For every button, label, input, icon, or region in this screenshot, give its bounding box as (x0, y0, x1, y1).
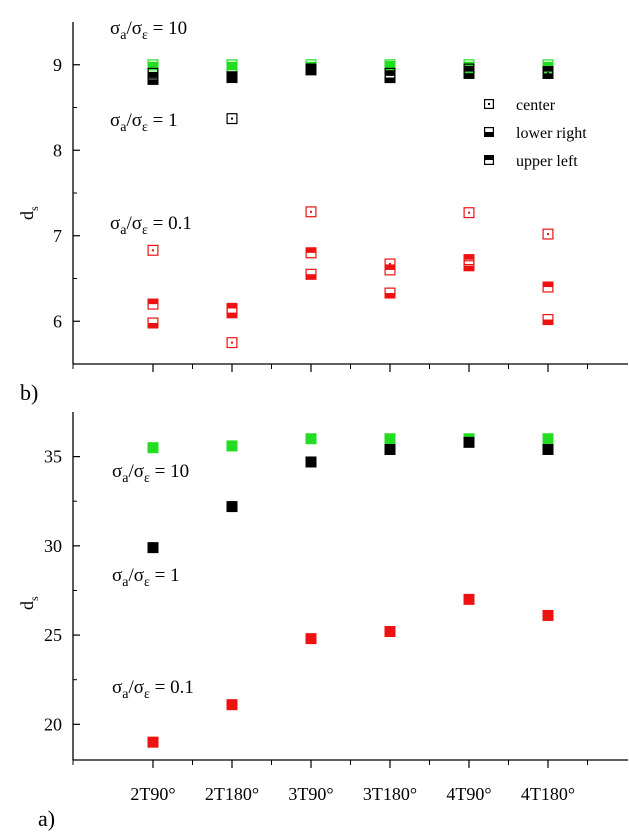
data-point (305, 633, 317, 645)
x-tick-label: 2T90° (130, 784, 175, 804)
panel-b-letter: b) (20, 380, 38, 405)
data-point (463, 66, 475, 78)
data-point (147, 244, 159, 256)
data-point (305, 268, 317, 280)
data-point (463, 593, 475, 605)
x-tick-label: 3T90° (288, 784, 333, 804)
y-tick-label: 30 (44, 536, 62, 556)
legend-label: lower right (516, 125, 587, 142)
data-point (147, 442, 159, 454)
data-point (147, 317, 159, 329)
data-point (305, 247, 317, 259)
group-label: σa/σε = 1 (112, 565, 180, 590)
panel-b-annotations: σa/σε = 10 σa/σε = 1 σa/σε = 0.1 (110, 18, 192, 238)
y-tick-label: 35 (44, 447, 62, 467)
panel-b-y-axis-title: ds (17, 206, 41, 220)
data-point (226, 113, 238, 125)
y-tick-label: 8 (53, 140, 62, 160)
data-point (226, 440, 238, 452)
legend-marker (484, 98, 495, 109)
legend-marker (484, 126, 495, 137)
data-point (542, 433, 554, 445)
data-point (147, 61, 159, 73)
data-point (226, 61, 238, 73)
x-tick-label: 2T180° (205, 784, 259, 804)
data-point (384, 264, 396, 276)
legend-marker (484, 155, 495, 166)
x-tick-label: 4T180° (521, 784, 575, 804)
legend-label: upper left (516, 153, 578, 170)
data-point (226, 302, 238, 314)
data-point (305, 456, 317, 468)
data-point (226, 699, 238, 711)
group-label: σa/σε = 10 (110, 18, 187, 43)
y-tick-label: 20 (44, 714, 62, 734)
group-label: σa/σε = 0.1 (110, 213, 192, 238)
panel-a-points (147, 433, 554, 748)
group-label: σa/σε = 1 (110, 110, 178, 135)
x-tick-labels: 2T90° 2T180° 3T90° 3T180° 4T90° 4T180° (130, 784, 575, 804)
x-tick-label: 4T90° (446, 784, 491, 804)
panel-b-points (147, 59, 554, 349)
y-tick-label: 9 (53, 55, 62, 75)
panel-b-ticks: 6 7 8 9 (53, 55, 588, 372)
data-point (147, 542, 159, 554)
panel-b: 6 7 8 9 σa/σε = 10 σa/σε = 1 σa/σε = 0.1 cent… (17, 18, 628, 405)
data-point (542, 314, 554, 326)
group-label: σa/σε = 10 (112, 461, 189, 486)
data-point (542, 609, 554, 621)
data-point (542, 66, 554, 78)
x-tick-label: 3T180° (363, 784, 417, 804)
data-point (226, 72, 238, 84)
data-point (384, 626, 396, 638)
panel-a-letter: a) (38, 806, 55, 831)
panel-a-y-axis-title: ds (17, 596, 41, 610)
legend: center lower right upper left (484, 97, 587, 170)
data-point (542, 281, 554, 293)
data-point (147, 72, 159, 84)
data-point (542, 443, 554, 455)
data-point (226, 337, 238, 349)
data-point (463, 436, 475, 448)
panel-a-ticks: 20 25 30 35 (44, 447, 588, 768)
data-point (305, 433, 317, 445)
data-point (384, 287, 396, 299)
panel-a-annotations: σa/σε = 10 σa/σε = 1 σa/σε = 0.1 (112, 461, 194, 702)
data-point (147, 298, 159, 310)
data-point (305, 206, 317, 218)
data-point (384, 443, 396, 455)
data-point (226, 501, 238, 513)
data-point (463, 207, 475, 219)
data-point (463, 254, 475, 266)
data-point (463, 260, 475, 272)
data-point (384, 433, 396, 445)
y-tick-label: 7 (53, 226, 62, 246)
data-point (384, 70, 396, 82)
y-tick-label: 25 (44, 625, 62, 645)
data-point (147, 736, 159, 748)
group-label: σa/σε = 0.1 (112, 677, 194, 702)
legend-label: center (516, 97, 556, 114)
y-tick-label: 6 (53, 311, 62, 331)
data-point (542, 228, 554, 240)
data-point (305, 64, 317, 76)
